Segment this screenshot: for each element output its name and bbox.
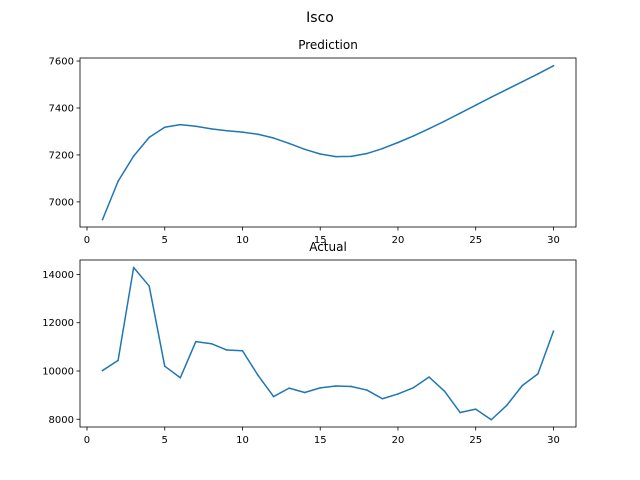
actual-chart: Actual 0 5 10 15 20 25 30 8000 10000 12000 14000 — [42, 240, 577, 446]
actual-data-point — [350, 385, 353, 388]
actual-x-tick-label: 5 — [162, 435, 168, 446]
prediction-data-point — [101, 218, 104, 221]
actual-x-tick-label: 15 — [314, 435, 327, 446]
prediction-data-point — [428, 127, 430, 130]
prediction-data-point — [148, 136, 150, 139]
actual-data-point — [210, 342, 213, 345]
actual-data-point — [272, 395, 275, 398]
actual-data-point — [397, 393, 399, 395]
prediction-data-point — [241, 131, 244, 133]
actual-data-point — [179, 376, 182, 379]
actual-series-line — [101, 266, 555, 421]
prediction-data-point — [459, 112, 461, 114]
prediction-data-point — [334, 155, 337, 158]
prediction-x-tick-label: 25 — [469, 235, 482, 246]
actual-x-tick-label: 0 — [84, 435, 90, 446]
actual-y-tick-label: 14000 — [42, 270, 74, 281]
actual-y-tick-label: 12000 — [42, 318, 74, 329]
actual-data-point — [117, 359, 119, 362]
prediction-title: Prediction — [298, 38, 358, 52]
prediction-y-tick-label: 7400 — [49, 103, 74, 114]
prediction-data-point — [117, 180, 119, 183]
actual-data-point — [334, 385, 337, 387]
actual-data-point — [163, 365, 166, 367]
prediction-data-point — [257, 133, 259, 136]
actual-data-point — [101, 369, 104, 372]
prediction-data-point — [226, 129, 228, 132]
prediction-data-point — [303, 148, 306, 151]
actual-data-point — [412, 386, 415, 389]
actual-data-point — [506, 404, 508, 407]
actual-data-point — [366, 389, 368, 391]
actual-data-point — [195, 340, 197, 343]
prediction-x-tick-label: 10 — [236, 235, 249, 246]
actual-data-point — [428, 376, 430, 378]
actual-y-tick-label: 10000 — [42, 367, 74, 378]
prediction-data-point — [521, 80, 524, 83]
prediction-data-point — [381, 147, 384, 150]
actual-x-tick-label: 30 — [547, 435, 560, 446]
actual-data-point — [288, 387, 290, 389]
actual-title: Actual — [309, 240, 347, 254]
prediction-data-point — [412, 135, 415, 137]
actual-data-point — [241, 349, 244, 352]
prediction-data-point — [179, 123, 182, 126]
prediction-x-tick-label: 30 — [547, 235, 560, 246]
actual-data-point — [381, 397, 384, 400]
prediction-x-tick-label: 5 — [162, 235, 168, 246]
prediction-data-point — [350, 155, 353, 158]
prediction-data-point — [195, 125, 197, 128]
prediction-data-point — [506, 88, 508, 91]
prediction-data-point — [552, 64, 555, 67]
actual-data-point — [521, 384, 524, 387]
actual-data-point — [148, 285, 150, 287]
prediction-y-tick-label: 7000 — [49, 197, 74, 208]
actual-data-point — [319, 387, 322, 389]
prediction-data-point — [537, 73, 539, 75]
prediction-data-point — [474, 104, 477, 106]
prediction-data-point — [132, 155, 135, 157]
prediction-data-point — [272, 137, 275, 139]
actual-data-point — [490, 418, 493, 421]
prediction-x-tick-label: 15 — [314, 235, 327, 246]
prediction-data-point — [443, 120, 446, 122]
prediction-y-tick-label: 7200 — [49, 150, 74, 161]
actual-x-tick-label: 25 — [469, 435, 482, 446]
actual-y-tick-label: 8000 — [49, 415, 74, 426]
prediction-data-point — [319, 153, 322, 155]
actual-data-point — [459, 411, 461, 414]
actual-x-tick-label: 20 — [392, 435, 405, 446]
actual-axes-frame — [79, 259, 577, 428]
prediction-data-point — [163, 126, 166, 129]
prediction-x-tick-label: 20 — [392, 235, 405, 246]
actual-data-point — [257, 374, 259, 377]
prediction-data-point — [210, 128, 213, 130]
actual-data-point — [226, 349, 228, 351]
actual-data-point — [303, 391, 306, 394]
actual-data-point — [132, 266, 135, 269]
prediction-y-tick-label: 7600 — [49, 57, 74, 68]
prediction-x-tick-label: 0 — [84, 235, 90, 246]
prediction-series-line — [101, 64, 555, 221]
prediction-data-point — [288, 142, 290, 145]
actual-data-point — [474, 408, 477, 410]
actual-data-point — [552, 330, 555, 332]
prediction-data-point — [397, 141, 399, 144]
prediction-chart: Prediction 0 5 10 15 20 25 30 7000 7200 7400 7600 — [49, 38, 577, 246]
actual-x-tick-label: 10 — [236, 435, 249, 446]
actual-data-point — [537, 373, 539, 375]
figure-title: Isco — [306, 10, 334, 26]
actual-data-point — [443, 390, 446, 393]
prediction-data-point — [490, 96, 493, 98]
prediction-data-point — [366, 152, 368, 155]
prediction-axes-frame — [79, 57, 577, 228]
